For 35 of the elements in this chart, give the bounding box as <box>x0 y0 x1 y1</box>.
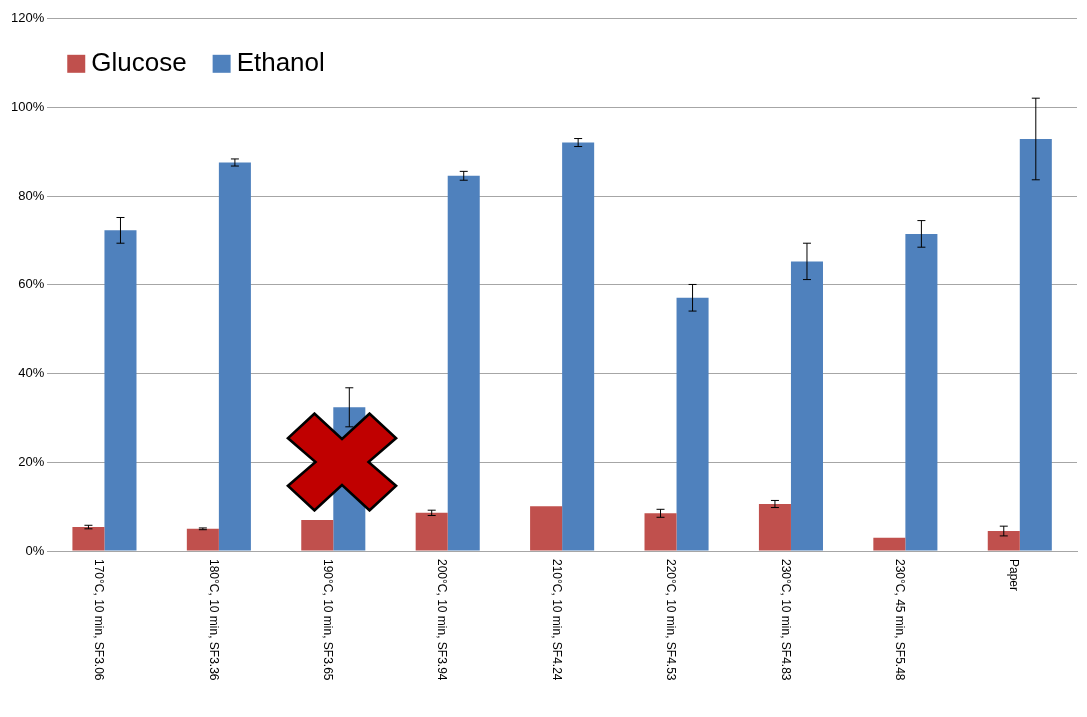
legend-label: Ethanol <box>236 46 325 77</box>
bar <box>1019 138 1052 551</box>
y-tick-label: 80% <box>18 187 45 203</box>
x-tick-label: 220°C, 10 min, SF4.53 <box>664 559 679 681</box>
bar <box>218 162 251 551</box>
x-tick-label: 200°C, 10 min, SF3.94 <box>435 559 450 681</box>
x-tick-label: Paper <box>1007 559 1022 592</box>
x-tick-label: 230°C, 45 min, SF5.48 <box>893 559 908 681</box>
x-tick-label: 190°C, 10 min, SF3.65 <box>320 559 335 681</box>
bar <box>186 528 219 551</box>
x-tick-label: 170°C, 10 min, SF3.06 <box>92 559 107 681</box>
x-tick-label: 180°C, 10 min, SF3.36 <box>206 559 221 681</box>
bar <box>644 513 677 551</box>
bar <box>72 527 105 551</box>
bar <box>104 230 137 551</box>
legend-label: Glucose <box>91 46 187 77</box>
bar <box>447 175 480 551</box>
y-tick-label: 120% <box>11 10 45 26</box>
bar <box>415 512 448 551</box>
x-tick-label: 210°C, 10 min, SF4.24 <box>549 559 564 681</box>
y-tick-label: 100% <box>11 99 45 115</box>
bar <box>790 261 823 551</box>
y-tick-label: 20% <box>18 453 45 469</box>
bar <box>987 531 1020 551</box>
bar <box>905 233 938 551</box>
x-tick-label: 230°C, 10 min, SF4.83 <box>778 559 793 681</box>
y-tick-label: 40% <box>18 365 45 381</box>
y-tick-label: 60% <box>18 276 45 292</box>
bar <box>873 537 906 551</box>
bar <box>758 503 791 551</box>
y-tick-label: 0% <box>25 542 45 558</box>
bar <box>562 142 595 551</box>
bar <box>676 297 709 551</box>
bar <box>301 519 334 551</box>
bar <box>530 506 563 551</box>
